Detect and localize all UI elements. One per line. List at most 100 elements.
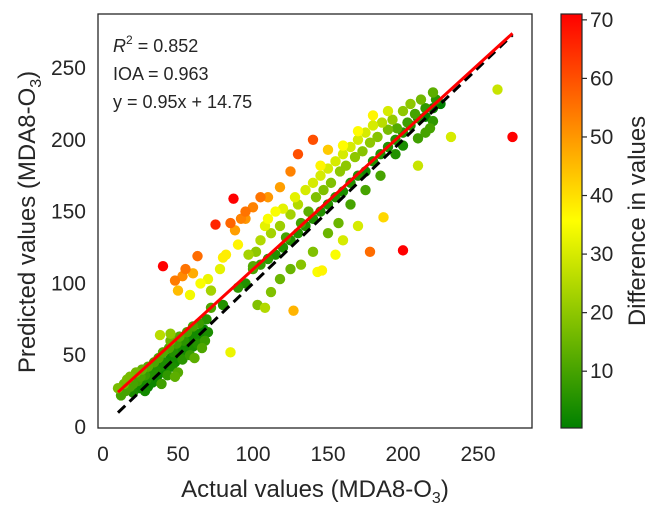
data-point xyxy=(337,140,349,151)
data-point xyxy=(492,84,503,95)
data-point xyxy=(274,220,286,232)
data-point xyxy=(382,124,394,135)
data-point xyxy=(262,192,274,203)
data-point xyxy=(337,148,349,160)
plot-frame xyxy=(97,13,533,429)
data-point xyxy=(330,249,341,260)
data-point xyxy=(367,110,379,121)
colorbar-tick-label: 70 xyxy=(590,9,613,32)
data-point xyxy=(187,321,199,332)
data-point xyxy=(288,305,299,316)
data-point xyxy=(292,148,304,160)
x-axis-label: Actual values (MDA8-O3) xyxy=(181,476,449,507)
x-tick-label: 250 xyxy=(460,443,495,466)
data-point xyxy=(397,105,409,117)
data-point xyxy=(412,133,424,144)
data-point xyxy=(352,220,364,232)
data-point xyxy=(262,213,274,224)
data-point xyxy=(274,181,286,193)
data-point xyxy=(307,134,319,145)
colorbar-tick-label: 20 xyxy=(590,302,613,325)
data-point xyxy=(349,151,361,163)
data-point xyxy=(390,148,401,160)
x-tick-label: 0 xyxy=(97,443,109,466)
x-tick-label: 200 xyxy=(385,443,420,466)
fit-lines xyxy=(116,32,514,414)
data-point xyxy=(205,285,217,296)
data-point xyxy=(210,219,221,230)
data-point xyxy=(345,199,356,210)
data-point xyxy=(322,144,334,156)
colorbar-tick-label: 60 xyxy=(590,67,613,90)
x-tick-label: 100 xyxy=(235,443,270,466)
colorbar-tick-label: 10 xyxy=(590,360,613,383)
data-point xyxy=(217,252,229,263)
data-point xyxy=(310,192,322,203)
data-point xyxy=(427,87,439,98)
data-point xyxy=(225,347,236,358)
data-point xyxy=(189,352,200,364)
data-point xyxy=(325,177,337,189)
data-point xyxy=(315,160,326,171)
data-point xyxy=(169,371,181,382)
data-point xyxy=(157,260,169,272)
data-point xyxy=(378,212,389,223)
y-tick-label: 50 xyxy=(63,344,86,367)
data-point xyxy=(289,192,301,203)
data-point xyxy=(352,134,364,145)
data-point xyxy=(255,235,266,246)
data-point xyxy=(507,131,518,143)
data-point xyxy=(330,156,341,167)
identity-line xyxy=(116,33,514,414)
data-point xyxy=(322,227,334,239)
data-point xyxy=(180,263,191,275)
data-point xyxy=(285,166,296,177)
data-point xyxy=(307,246,319,258)
data-point xyxy=(259,302,271,314)
data-point xyxy=(228,193,239,204)
y-tick-label: 250 xyxy=(51,57,86,80)
data-point xyxy=(397,245,409,256)
data-point xyxy=(318,184,329,196)
data-point xyxy=(307,177,319,189)
data-points xyxy=(112,84,518,401)
data-point xyxy=(364,246,376,258)
data-point xyxy=(217,299,229,311)
data-point xyxy=(274,273,286,285)
data-point xyxy=(360,184,371,196)
data-point xyxy=(265,227,277,239)
data-point xyxy=(303,206,314,217)
data-point xyxy=(270,206,281,217)
data-point xyxy=(364,137,376,148)
data-point xyxy=(367,120,379,131)
data-point xyxy=(172,285,184,296)
colorbar-label: Difference in values xyxy=(624,116,651,326)
y-tick-label: 150 xyxy=(51,201,86,224)
x-tick-label: 150 xyxy=(310,443,345,466)
colorbar-tick-label: 50 xyxy=(590,126,613,149)
data-point xyxy=(412,160,424,171)
data-point xyxy=(409,108,421,120)
data-point xyxy=(315,170,326,181)
x-tick-labels: 0 50 100 150 200 250 xyxy=(97,443,495,466)
y-tick-label: 0 xyxy=(74,416,86,439)
data-point xyxy=(340,160,352,171)
data-point xyxy=(352,125,364,137)
data-point xyxy=(225,217,236,229)
data-point xyxy=(387,114,398,125)
data-point xyxy=(415,94,427,105)
data-point xyxy=(445,131,457,143)
data-point xyxy=(285,209,296,220)
colorbar-ticks: 10 20 30 40 50 60 70 xyxy=(582,9,613,383)
data-point xyxy=(232,239,244,250)
data-point xyxy=(154,329,166,341)
data-point xyxy=(184,289,196,301)
data-point xyxy=(169,275,181,286)
equation-annotation: y = 0.95x + 14.75 xyxy=(113,92,252,112)
data-point xyxy=(427,103,439,114)
regression-line xyxy=(116,32,514,394)
y-axis-label: Predicted values (MDA8-O3) xyxy=(14,71,45,373)
data-point xyxy=(372,131,383,143)
data-point xyxy=(330,192,341,203)
